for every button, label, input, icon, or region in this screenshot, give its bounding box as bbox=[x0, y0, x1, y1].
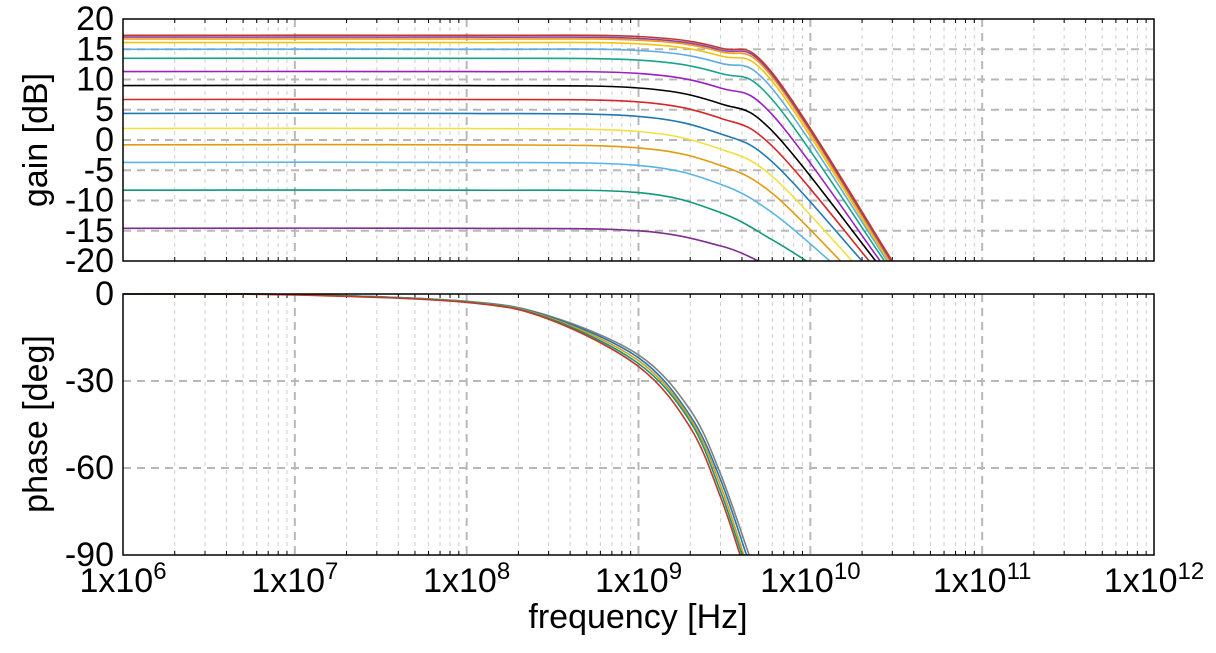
gain-plot-frame bbox=[122, 18, 1155, 262]
gain-y-tick-label: -15 bbox=[65, 212, 114, 250]
phase-grid bbox=[123, 294, 1154, 555]
gain-y-tick-label: 20 bbox=[76, 0, 114, 38]
x-tick-label: 1x107 bbox=[251, 558, 338, 600]
phase-y-axis-ticks: 0 -30 -60 -90 bbox=[65, 275, 114, 574]
gain-series-line-8 bbox=[122, 84, 877, 262]
phase-y-tick-label: 0 bbox=[95, 275, 114, 313]
gain-series-line-15 bbox=[122, 34, 893, 262]
phase-plot-panel: 0-30-60-90 1x106 1x107 1x108 1x109 1x1010 1x1… bbox=[65, 275, 1204, 600]
gain-series-line-3 bbox=[122, 161, 831, 262]
phase-y-tick-label: -60 bbox=[65, 449, 114, 487]
gain-y-axis-label: gain [dB] bbox=[17, 73, 55, 207]
gain-series-line-2 bbox=[122, 189, 807, 262]
gain-series-line-9 bbox=[122, 70, 881, 262]
gain-series-line-1 bbox=[122, 227, 759, 262]
x-tick-label: 1x1010 bbox=[760, 558, 860, 600]
gain-y-tick-label: 0 bbox=[95, 121, 114, 159]
phase-x-axis-ticks: 1x106 1x107 1x108 1x109 1x1010 1x1011 1x1012 bbox=[79, 558, 1204, 600]
gain-y-tick-label: 10 bbox=[76, 61, 114, 99]
x-tick-label: 1x106 bbox=[79, 558, 166, 600]
gain-y-tick-label: -5 bbox=[84, 151, 114, 189]
gain-series-line-6 bbox=[122, 112, 863, 262]
gain-series-line-4 bbox=[122, 143, 842, 262]
phase-y-axis-label: phase [deg] bbox=[17, 335, 55, 513]
phase-plot-frame bbox=[122, 293, 1155, 556]
gain-y-tick-label: -10 bbox=[65, 182, 114, 220]
phase-series-line-1 bbox=[122, 293, 750, 556]
phase-y-tick-label: -90 bbox=[65, 536, 114, 574]
phase-series-line-4 bbox=[122, 293, 743, 556]
x-tick-label: 1x109 bbox=[595, 558, 682, 600]
gain-series-line-7 bbox=[122, 98, 870, 262]
phase-series-line-3 bbox=[122, 293, 745, 556]
gain-series-line-12 bbox=[122, 41, 890, 262]
gain-y-tick-label: 5 bbox=[95, 91, 114, 129]
gain-y-tick-label: -20 bbox=[65, 242, 114, 280]
gain-series-line-13 bbox=[122, 38, 891, 262]
gain-series-line-14 bbox=[122, 36, 892, 262]
gain-series-line-11 bbox=[122, 48, 888, 262]
x-tick-label: 1x1012 bbox=[1104, 558, 1204, 600]
x-axis-label: frequency [Hz] bbox=[528, 598, 747, 636]
phase-y-tick-label: -30 bbox=[65, 362, 114, 400]
phase-series-group bbox=[122, 293, 750, 556]
x-tick-label: 1x108 bbox=[423, 558, 510, 600]
phase-series-line-5 bbox=[122, 293, 741, 556]
x-tick-label: 1x1011 bbox=[933, 558, 1032, 600]
gain-series-line-10 bbox=[122, 57, 886, 262]
gain-y-tick-label: 15 bbox=[76, 30, 114, 68]
gain-series-group bbox=[122, 34, 893, 262]
phase-series-line-2 bbox=[122, 293, 748, 556]
gain-series-line-5 bbox=[122, 127, 853, 262]
gain-grid bbox=[123, 19, 1154, 261]
